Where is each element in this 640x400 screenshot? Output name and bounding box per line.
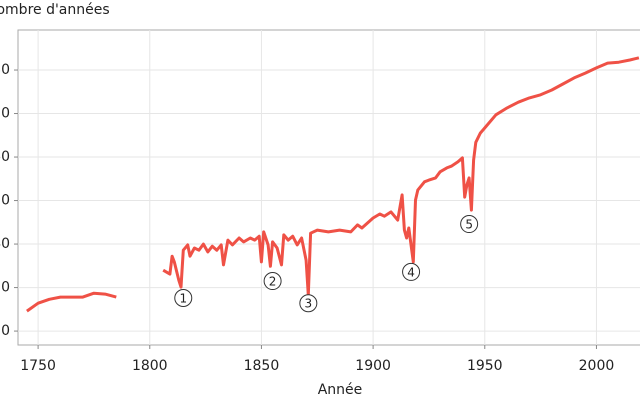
x-tick-label: 2000 — [579, 358, 615, 374]
x-tick-label: 1800 — [132, 358, 168, 374]
annotation-label: 2 — [269, 275, 277, 289]
annotation-circle — [263, 272, 282, 291]
x-tick-label: 1900 — [355, 358, 391, 374]
annotation-circle — [460, 215, 479, 234]
y-tick-label: 70 — [0, 106, 10, 122]
y-tick-label: 50 — [0, 193, 10, 209]
plot-frame — [17, 29, 640, 346]
x-axis-title: Année — [318, 382, 363, 398]
annotation-circle — [174, 289, 193, 308]
annotation-label: 4 — [407, 265, 415, 279]
annotation-label: 3 — [305, 297, 313, 311]
y-axis-title: Nombre d'années — [0, 2, 110, 18]
annotation-label: 1 — [179, 292, 187, 306]
x-tick-label: 1850 — [244, 358, 280, 374]
annotation-label: 5 — [465, 218, 473, 232]
y-tick-label: 40 — [0, 236, 10, 252]
x-tick-label: 1950 — [467, 358, 503, 374]
y-tick-label: 20 — [0, 323, 10, 339]
y-tick-label: 30 — [0, 280, 10, 296]
annotation-circle — [402, 262, 421, 281]
data-line — [26, 56, 640, 313]
x-tick-label: 1750 — [20, 358, 56, 374]
y-tick-label: 80 — [0, 62, 10, 78]
y-tick-label: 60 — [0, 149, 10, 165]
annotation-circle — [299, 294, 318, 313]
